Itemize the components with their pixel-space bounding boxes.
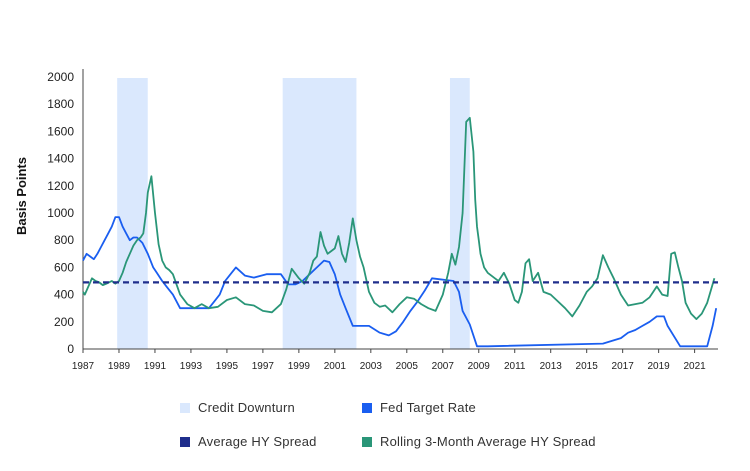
y-tick-label-200: 200 — [54, 315, 74, 329]
x-tick-label-1999: 1999 — [288, 361, 311, 372]
x-tick-label-1991: 1991 — [144, 361, 167, 372]
y-tick-label-400: 400 — [54, 288, 74, 302]
rolling-hy-spread-line — [82, 116, 716, 321]
x-tick-label-2001: 2001 — [324, 361, 347, 372]
x-tick-label-2019: 2019 — [648, 361, 671, 372]
x-tick-label-1989: 1989 — [108, 361, 131, 372]
axes-group: 0 200 400 600 800 1000 1200 1400 1600 1800 2000 198… — [47, 69, 718, 372]
y-tick-label-1000: 1000 — [47, 206, 74, 220]
credit-downturn-band-1 — [117, 78, 148, 349]
shaded-periods-group — [117, 78, 470, 349]
y-axis-label: Basis Points — [14, 157, 29, 235]
x-tick-label-2021: 2021 — [683, 361, 706, 372]
x-tick-label-2003: 2003 — [360, 361, 383, 372]
x-tick-label-2017: 2017 — [612, 361, 635, 372]
y-tick-label-1400: 1400 — [47, 152, 74, 166]
y-tick-label-1600: 1600 — [47, 124, 74, 138]
y-tick-label-1200: 1200 — [47, 179, 74, 193]
x-tick-label-1995: 1995 — [216, 361, 239, 372]
series-group — [82, 116, 718, 348]
x-tick-label-2013: 2013 — [540, 361, 563, 372]
x-tick-label-2011: 2011 — [504, 361, 526, 372]
credit-downturn-band-3 — [449, 78, 470, 349]
y-tick-label-600: 600 — [54, 260, 74, 274]
y-tick-label-2000: 2000 — [47, 70, 74, 84]
x-tick-label-1997: 1997 — [252, 361, 275, 372]
x-tick-label-1987: 1987 — [72, 361, 95, 372]
y-tick-label-0: 0 — [67, 342, 74, 356]
x-tick-label-2007: 2007 — [432, 361, 455, 372]
y-tick-label-800: 800 — [54, 233, 74, 247]
x-tick-label-2005: 2005 — [396, 361, 419, 372]
y-tick-label-1800: 1800 — [47, 97, 74, 111]
x-tick-label-1993: 1993 — [180, 361, 203, 372]
x-tick-label-2009: 2009 — [468, 361, 491, 372]
x-tick-label-2015: 2015 — [576, 361, 599, 372]
